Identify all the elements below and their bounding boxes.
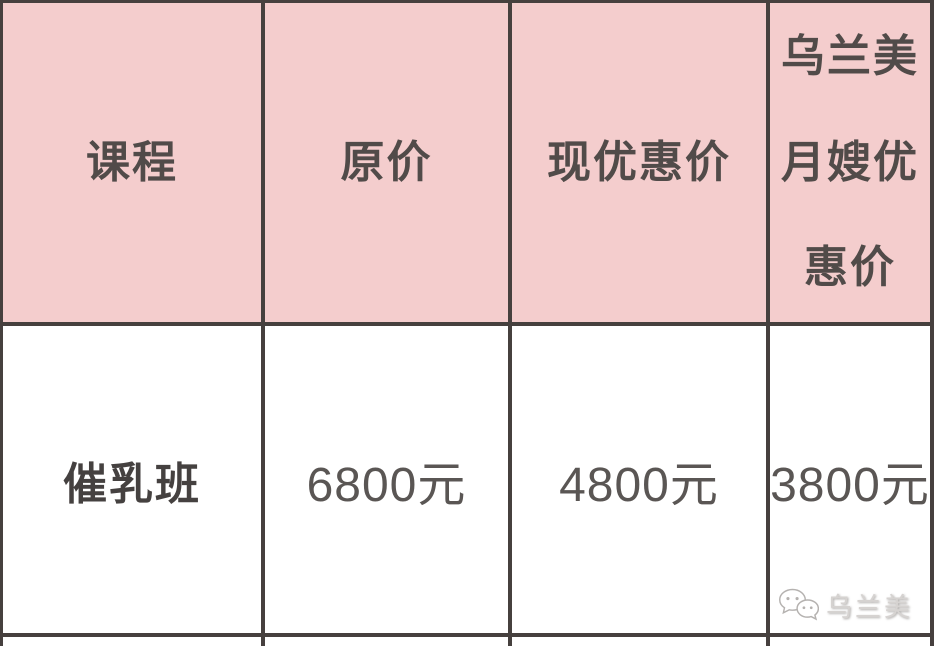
header-cell-yuesao-discount-price: 乌兰美月嫂优惠价	[770, 3, 930, 322]
partial-row-cell	[3, 637, 261, 646]
table-row-cell-discount-price: 4800元	[512, 326, 766, 633]
partial-row-cell	[512, 637, 766, 646]
header-cell-original-price: 原价	[265, 3, 508, 322]
header-label-yuesao-discount-price: 乌兰美月嫂优惠价	[781, 32, 919, 293]
watermark: 乌兰美	[777, 586, 913, 624]
yuesao-discount-price-value: 3800元	[770, 458, 930, 512]
wechat-icon	[778, 588, 819, 621]
partial-row-cell	[265, 637, 508, 646]
header-label-discount-price: 现优惠价	[547, 137, 731, 187]
table-row-cell-course: 催乳班	[3, 326, 261, 633]
header-cell-course: 课程	[3, 3, 261, 322]
table-row-cell-yuesao-discount-price: 3800元 乌兰美	[770, 326, 930, 633]
header-cell-discount-price: 现优惠价	[512, 3, 766, 322]
discount-price-value: 4800元	[559, 458, 719, 512]
watermark-text: 乌兰美	[825, 591, 913, 622]
course-name: 催乳班	[63, 459, 201, 509]
header-label-course: 课程	[86, 137, 178, 187]
table-row-cell-original-price: 6800元	[265, 326, 508, 633]
partial-row-cell	[770, 637, 930, 646]
header-label-original-price: 原价	[340, 137, 433, 187]
original-price-value: 6800元	[306, 458, 467, 512]
